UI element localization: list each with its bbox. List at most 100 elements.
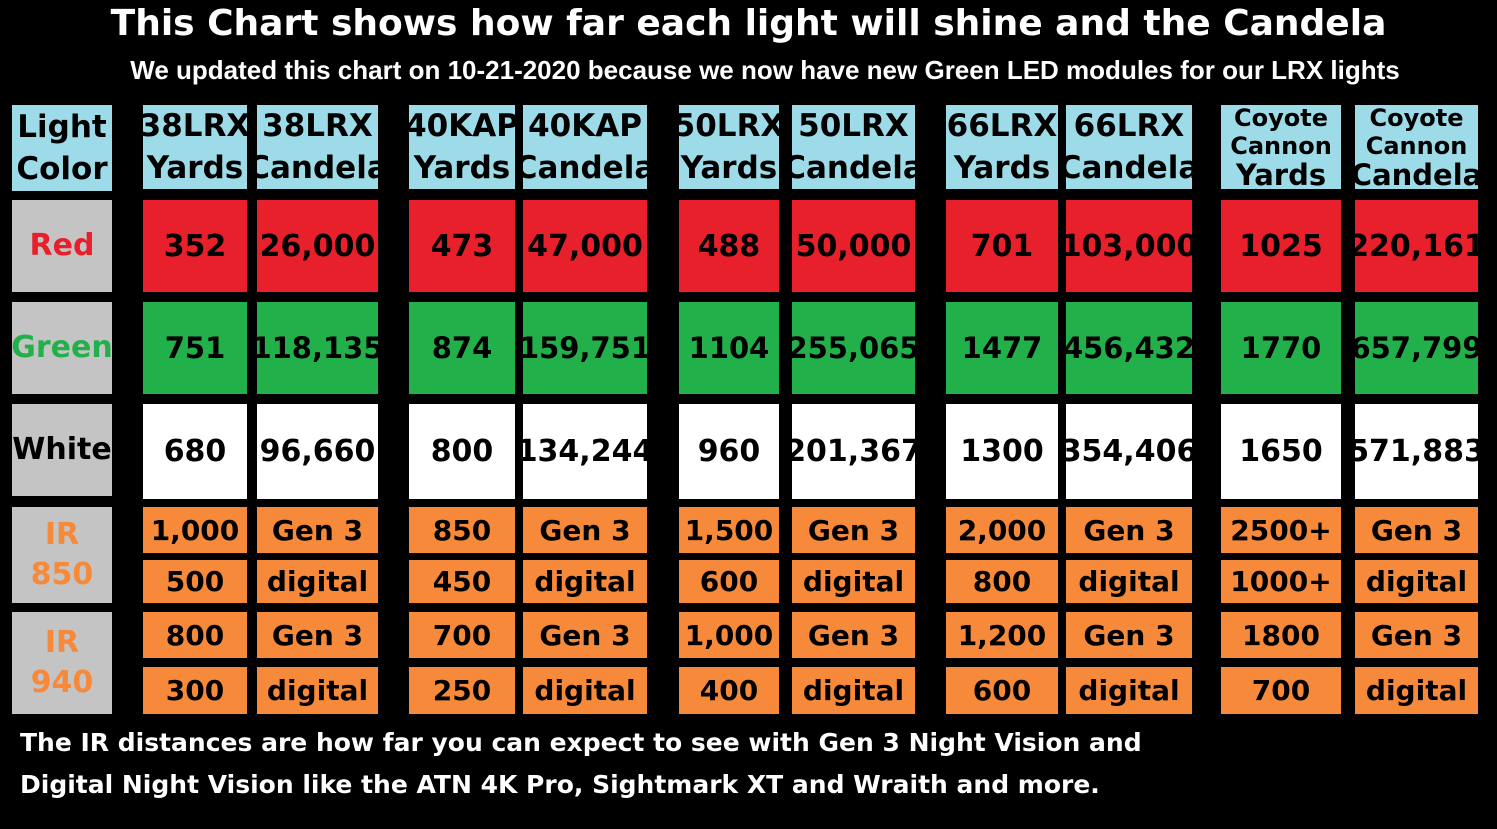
data-cell: digital: [257, 667, 378, 714]
header-light-color-line: Light: [17, 109, 107, 145]
data-cell: 220,161: [1355, 200, 1478, 292]
row-label-ir850: IR 850: [12, 507, 112, 603]
column-header: Coyote Cannon Yards: [1221, 105, 1341, 189]
column-header-line: 38LRX: [262, 108, 373, 144]
row-label-red: Red: [12, 200, 112, 292]
column-header: Coyote Cannon Candela: [1355, 105, 1478, 189]
data-cell: digital: [1066, 667, 1192, 714]
row-label-ir940: IR 940: [12, 612, 112, 714]
data-cell: 800: [143, 612, 247, 658]
data-cell: digital: [1355, 667, 1478, 714]
column-header-line: Cannon: [1230, 132, 1332, 160]
column-header-line: Yards: [146, 150, 244, 186]
column-header-line: Candela: [523, 150, 647, 186]
data-cell: 26,000: [257, 200, 378, 292]
data-cell: 701: [946, 200, 1058, 292]
column-header-line: 40KAP: [409, 108, 515, 144]
data-cell: 50,000: [792, 200, 915, 292]
data-cell: 118,135: [257, 302, 378, 394]
data-cell: 1,200: [946, 612, 1058, 658]
row-label-green: Green: [12, 302, 112, 394]
data-cell: 600: [679, 560, 779, 603]
column-header: 66LRX Yards: [946, 105, 1058, 189]
data-cell: 2500+: [1221, 507, 1341, 553]
data-cell: 1000+: [1221, 560, 1341, 603]
data-cell: 456,432: [1066, 302, 1192, 394]
column-header-line: Candela: [792, 150, 915, 186]
data-cell: digital: [792, 560, 915, 603]
data-cell: 2,000: [946, 507, 1058, 553]
data-cell: 1,000: [143, 507, 247, 553]
column-header-line: 40KAP: [528, 108, 642, 144]
data-cell: Gen 3: [257, 507, 378, 553]
column-header: 40KAP Yards: [409, 105, 515, 189]
data-cell: Gen 3: [1066, 507, 1192, 553]
column-header-line: Yards: [1235, 158, 1327, 189]
data-cell: 354,406: [1066, 404, 1192, 499]
column-header-line: Candela: [1355, 158, 1478, 189]
column-header-line: Candela: [1066, 150, 1192, 186]
data-cell: 488: [679, 200, 779, 292]
data-cell: 680: [143, 404, 247, 499]
column-header-line: 50LRX: [679, 108, 779, 144]
data-cell: Gen 3: [1066, 612, 1192, 658]
column-header: 38LRX Candela: [257, 105, 378, 189]
data-cell: 400: [679, 667, 779, 714]
data-cell: 1650: [1221, 404, 1341, 499]
data-cell: 450: [409, 560, 515, 603]
data-cell: 800: [946, 560, 1058, 603]
data-cell: 700: [1221, 667, 1341, 714]
data-cell: Gen 3: [523, 507, 647, 553]
data-cell: Gen 3: [792, 507, 915, 553]
data-cell: 1800: [1221, 612, 1341, 658]
data-cell: 250: [409, 667, 515, 714]
data-cell: 300: [143, 667, 247, 714]
data-cell: digital: [792, 667, 915, 714]
data-cell: 850: [409, 507, 515, 553]
data-cell: 1104: [679, 302, 779, 394]
data-cell: digital: [523, 667, 647, 714]
column-header-line: Coyote: [1369, 105, 1464, 132]
row-label-white: White: [12, 404, 112, 496]
data-cell: Gen 3: [257, 612, 378, 658]
data-cell: Gen 3: [1355, 612, 1478, 658]
data-cell: 657,799: [1355, 302, 1478, 394]
footnote-line-1: The IR distances are how far you can exp…: [20, 728, 1142, 757]
data-cell: 159,751: [523, 302, 647, 394]
data-cell: digital: [523, 560, 647, 603]
data-cell: Gen 3: [1355, 507, 1478, 553]
data-cell: 1,000: [679, 612, 779, 658]
column-header-line: Yards: [680, 150, 778, 186]
data-cell: 1025: [1221, 200, 1341, 292]
column-header-line: Coyote: [1234, 105, 1328, 132]
data-cell: 600: [946, 667, 1058, 714]
data-cell: 352: [143, 200, 247, 292]
header-light-color: Light Color: [12, 105, 112, 191]
chart-subtitle: We updated this chart on 10-21-2020 beca…: [130, 55, 1400, 85]
data-cell: Gen 3: [792, 612, 915, 658]
column-header: 40KAP Candela: [523, 105, 647, 189]
data-cell: 751: [143, 302, 247, 394]
data-cell: 571,883: [1355, 404, 1478, 499]
data-cell: 1477: [946, 302, 1058, 394]
data-cell: 500: [143, 560, 247, 603]
row-label-ir940-line: IR: [44, 625, 80, 660]
column-header-line: Cannon: [1365, 132, 1468, 160]
data-cell: Gen 3: [523, 612, 647, 658]
data-cell: 134,244: [523, 404, 647, 499]
data-cell: 96,660: [257, 404, 378, 499]
column-header-line: 38LRX: [143, 108, 247, 144]
column-header-line: 50LRX: [798, 108, 909, 144]
header-light-color-line: Color: [16, 151, 108, 187]
data-cell: 255,065: [792, 302, 915, 394]
data-cell: 960: [679, 404, 779, 499]
column-header-line: Yards: [953, 150, 1051, 186]
data-cell: 201,367: [792, 404, 915, 499]
chart-title: This Chart shows how far each light will…: [110, 3, 1387, 44]
data-cell: 1300: [946, 404, 1058, 499]
footnote-line-2: Digital Night Vision like the ATN 4K Pro…: [20, 770, 1100, 799]
data-cell: digital: [257, 560, 378, 603]
column-header-line: 66LRX: [1073, 108, 1185, 144]
row-label-ir940-line: 940: [30, 665, 94, 700]
column-header: 38LRX Yards: [143, 105, 247, 189]
